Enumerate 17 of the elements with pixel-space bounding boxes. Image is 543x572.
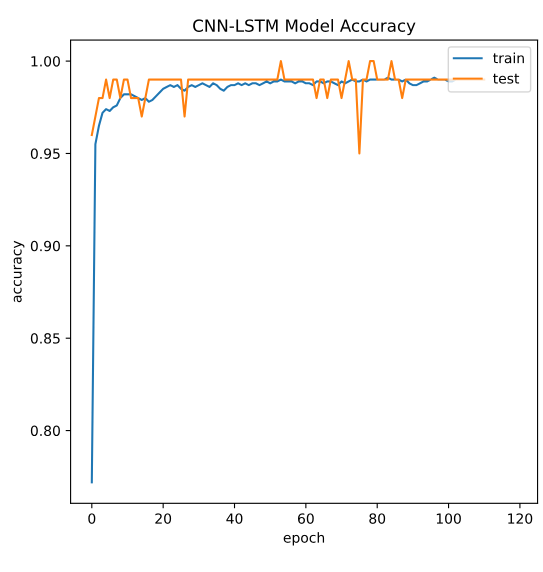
x-axis-title: epoch (284, 532, 324, 546)
y-axis-title: accuracy (14, 240, 24, 302)
y-tick-label: 0.80 (30, 426, 60, 436)
y-tick-label: 0.85 (30, 333, 60, 344)
x-tick-label: 60 (298, 513, 314, 524)
x-tick-label: 120 (508, 513, 532, 524)
legend-label: train (493, 52, 524, 64)
x-tick-label: 20 (155, 513, 172, 524)
x-tick-label: 100 (436, 513, 461, 524)
y-tick-label: 0.90 (30, 240, 60, 252)
x-tick-label: 0 (88, 513, 96, 524)
legend-label: test (493, 74, 520, 84)
y-tick-label: 1.00 (31, 56, 60, 67)
y-tick-label: 0.95 (30, 148, 60, 159)
x-tick-label: 80 (369, 513, 386, 524)
x-tick-label: 40 (226, 513, 242, 524)
chart-title: CNN-LSTM Model Accuracy (193, 19, 416, 36)
